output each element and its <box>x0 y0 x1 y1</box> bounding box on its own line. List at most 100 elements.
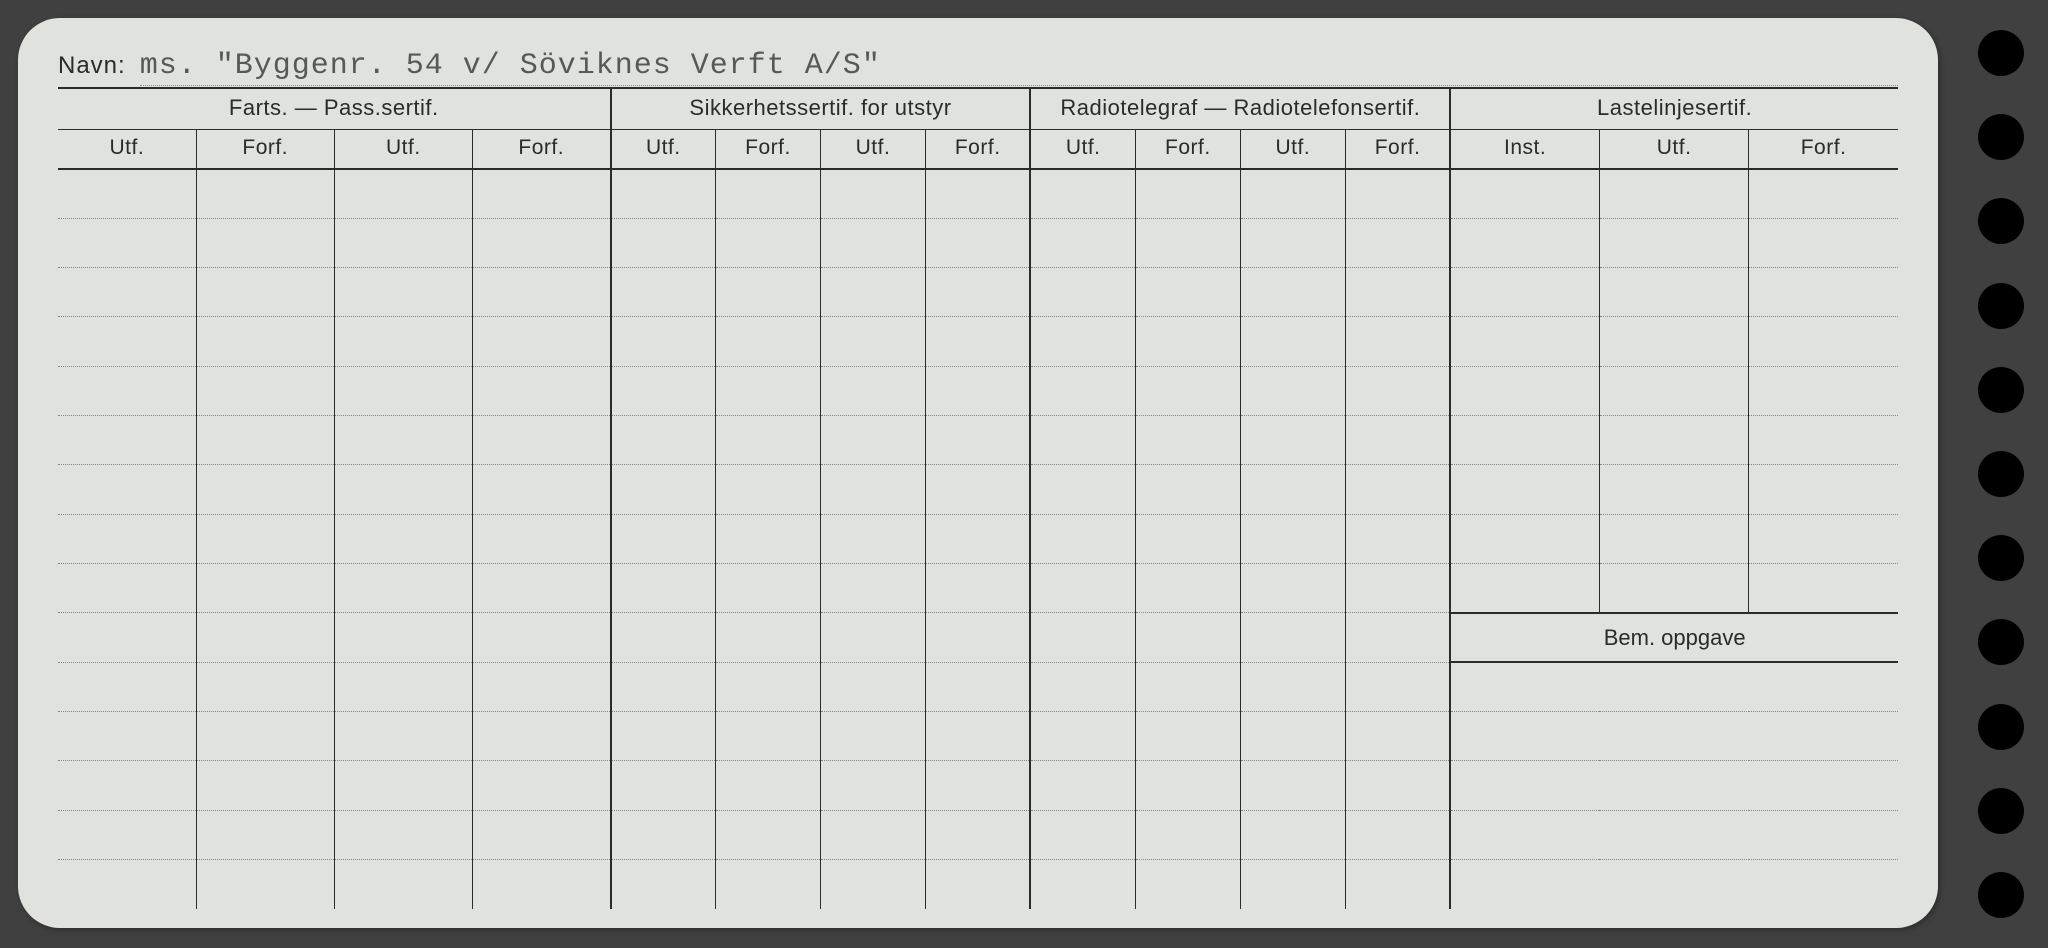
cell <box>821 564 926 613</box>
cell <box>1450 317 1599 366</box>
cell <box>1135 712 1240 761</box>
cell <box>1240 366 1345 415</box>
cell <box>58 218 196 267</box>
cell <box>716 416 821 465</box>
cell <box>1345 169 1450 218</box>
cell <box>58 317 196 366</box>
cell <box>1345 317 1450 366</box>
cell <box>196 514 334 563</box>
table-body: Bem. oppgave <box>58 169 1898 909</box>
cell <box>1030 416 1135 465</box>
cell <box>196 169 334 218</box>
binder-hole <box>1978 619 2024 665</box>
cell <box>1749 268 1898 317</box>
cell <box>1030 465 1135 514</box>
name-line: Navn: ms. "Byggenr. 54 v/ Söviknes Verft… <box>58 43 1898 89</box>
cell <box>1450 514 1599 563</box>
cell <box>1345 268 1450 317</box>
cell <box>611 169 716 218</box>
cell <box>1345 712 1450 761</box>
cell <box>334 761 472 810</box>
cell <box>611 613 716 662</box>
cell <box>1135 860 1240 909</box>
cell <box>1450 465 1599 514</box>
cell <box>1135 169 1240 218</box>
cell <box>472 218 610 267</box>
cell <box>821 366 926 415</box>
cell <box>1345 366 1450 415</box>
col-utf: Utf. <box>1030 129 1135 169</box>
cell <box>1135 564 1240 613</box>
binder-hole <box>1978 30 2024 76</box>
cell <box>1240 712 1345 761</box>
cell <box>58 169 196 218</box>
cell <box>472 712 610 761</box>
cell <box>1450 564 1599 613</box>
col-utf: Utf. <box>821 129 926 169</box>
cell <box>334 662 472 711</box>
bem-cell <box>1450 712 1898 761</box>
cell <box>611 514 716 563</box>
cell <box>821 712 926 761</box>
table-row <box>58 465 1898 514</box>
cell <box>716 317 821 366</box>
cell <box>1135 465 1240 514</box>
cell <box>1450 169 1599 218</box>
cell <box>196 860 334 909</box>
cell <box>1135 761 1240 810</box>
cell <box>196 268 334 317</box>
cell <box>821 268 926 317</box>
cell <box>1135 416 1240 465</box>
cell <box>472 366 610 415</box>
cell <box>1749 514 1898 563</box>
cell <box>58 416 196 465</box>
cell <box>472 613 610 662</box>
cell <box>716 366 821 415</box>
cell <box>334 860 472 909</box>
table-row <box>58 268 1898 317</box>
cell <box>334 169 472 218</box>
cell <box>196 613 334 662</box>
certificate-table: Farts. — Pass.sertif. Sikkerhetssertif. … <box>58 89 1898 909</box>
cell <box>58 465 196 514</box>
table-row <box>58 514 1898 563</box>
cell <box>334 810 472 859</box>
group-header-radio: Radiotelegraf — Radiotelefonsertif. <box>1030 89 1450 129</box>
cell <box>611 268 716 317</box>
cell <box>472 416 610 465</box>
table-row <box>58 662 1898 711</box>
table-row <box>58 860 1898 909</box>
cell <box>58 564 196 613</box>
cell <box>1135 613 1240 662</box>
cell <box>1749 564 1898 613</box>
cell <box>821 416 926 465</box>
cell <box>58 514 196 563</box>
cell <box>925 366 1030 415</box>
cell <box>196 810 334 859</box>
cell <box>925 860 1030 909</box>
binder-hole <box>1978 451 2024 497</box>
cell <box>1599 317 1748 366</box>
cell <box>611 761 716 810</box>
binder-hole <box>1978 535 2024 581</box>
cell <box>925 465 1030 514</box>
cell <box>334 564 472 613</box>
cell <box>716 613 821 662</box>
cell <box>1345 761 1450 810</box>
group-header-farts: Farts. — Pass.sertif. <box>58 89 611 129</box>
col-utf: Utf. <box>334 129 472 169</box>
cell <box>925 712 1030 761</box>
group-header-sikkerhet: Sikkerhetssertif. for utstyr <box>611 89 1031 129</box>
cell <box>1240 860 1345 909</box>
cell <box>58 810 196 859</box>
cell <box>611 465 716 514</box>
cell <box>1599 465 1748 514</box>
col-utf: Utf. <box>58 129 196 169</box>
cell <box>1599 169 1748 218</box>
table-row <box>58 416 1898 465</box>
bem-cell <box>1450 662 1898 711</box>
cell <box>716 514 821 563</box>
cell <box>196 366 334 415</box>
cell <box>1240 514 1345 563</box>
cell <box>334 465 472 514</box>
